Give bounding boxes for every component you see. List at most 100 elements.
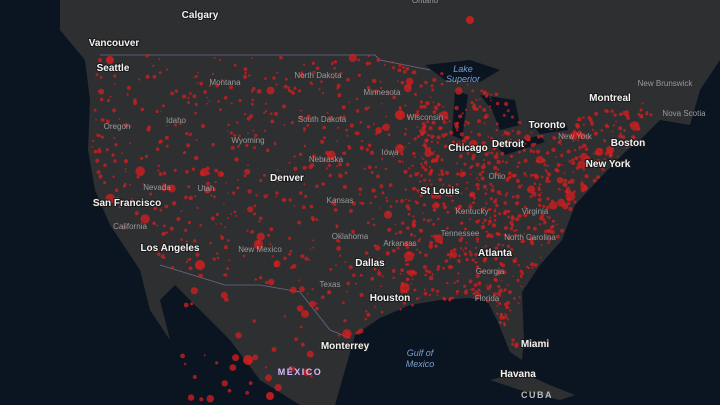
case-dot [568,159,572,163]
case-dot [494,278,498,283]
case-dot [428,293,432,297]
case-dot [124,167,127,170]
case-dot [225,182,227,184]
case-dot [379,285,382,288]
case-dot [358,187,363,191]
case-dot [526,189,530,192]
case-dot [484,94,489,98]
case-dot [449,192,454,197]
case-dot [409,269,413,274]
case-dot [152,74,157,79]
case-dot [429,96,432,99]
case-dot [573,190,576,194]
case-dot [407,207,411,211]
case-dot [540,213,545,218]
case-dot [488,284,492,288]
case-dot [292,177,296,180]
case-dot [645,112,649,116]
case-dot [606,110,610,113]
case-dot [372,78,377,84]
case-dot [581,146,584,149]
case-dot [391,61,394,64]
wate-label: Gulf of [407,348,435,358]
case-dot [358,193,361,196]
case-dot [311,154,317,159]
case-dot [480,164,486,170]
case-dot [472,103,476,107]
case-dot [429,168,434,172]
case-dot [546,151,550,155]
case-dot [506,109,510,113]
case-dot [302,368,311,376]
case-dot [530,131,533,134]
case-dot [505,192,509,195]
case-dot [523,205,527,209]
case-dot [530,241,535,246]
case-dot [448,184,451,187]
case-dot [584,147,589,151]
case-dot [585,144,587,147]
case-dot [479,251,482,254]
case-dot [525,174,528,177]
case-dot [214,180,217,184]
case-dot [395,200,399,203]
case-dot [434,244,438,248]
case-dot [481,141,486,146]
case-dot [384,167,388,171]
case-dot [219,222,222,225]
case-dot [275,191,279,195]
case-dot [418,251,422,254]
case-dot [185,169,189,174]
case-dot [357,73,361,77]
case-dot [517,161,521,165]
case-dot [441,133,446,138]
case-dot [477,293,482,297]
case-dot [298,279,301,282]
case-dot [253,146,257,150]
case-dot [187,96,190,100]
case-dot [478,179,480,182]
case-dot [440,82,444,86]
case-dot [479,147,482,150]
case-dot [494,171,498,175]
case-dot [442,205,447,210]
case-dot [440,169,444,173]
case-dot [288,161,291,164]
case-dot [471,157,475,161]
case-dot [475,296,479,300]
case-dot [492,146,496,151]
case-dot [233,133,237,137]
case-dot [506,236,512,241]
case-dot [147,125,152,130]
case-dot [501,160,505,163]
case-dot [158,58,161,61]
case-dot [414,92,417,96]
case-dot [543,163,547,167]
case-dot [327,163,331,167]
case-dot [355,332,358,335]
case-dot [464,247,468,250]
case-dot [100,118,105,122]
case-dot [251,98,255,102]
case-dot [544,229,548,234]
case-dot [335,159,338,162]
case-dot [406,226,410,230]
case-dot [258,220,261,223]
case-dot [267,194,269,196]
case-dot [511,338,515,342]
case-dot [504,161,508,164]
case-dot [216,256,220,260]
case-dot [164,135,169,140]
case-dot [265,374,272,382]
case-dot [419,84,423,88]
case-dot [493,218,497,222]
case-dot [274,143,277,146]
region-label: Idaho [166,116,187,125]
case-dot [199,223,202,227]
case-dot [118,117,121,120]
case-dot [582,123,585,126]
case-dot [238,98,242,103]
case-dot [291,91,295,95]
region-label: Tennessee [441,229,480,238]
case-dot [284,77,288,81]
